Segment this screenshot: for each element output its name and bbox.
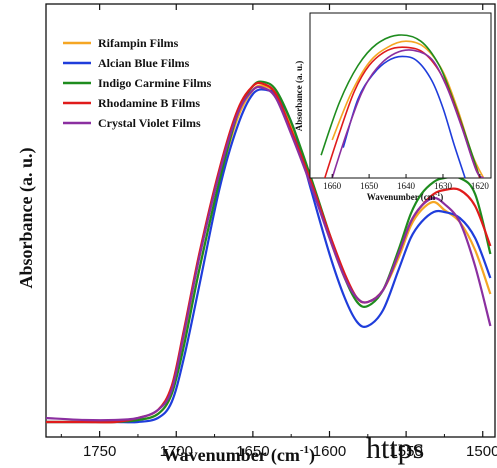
x-tick-label: 1600 xyxy=(313,443,346,460)
inset-x-tick-label: 1640 xyxy=(397,181,416,191)
x-axis-title-superscript: -1 xyxy=(300,444,309,456)
inset-x-axis-ticks: 1660 1650 1640 1630 1620 xyxy=(323,174,489,191)
legend-label-indigo-carmine-films: Indigo Carmine Films xyxy=(98,76,212,90)
main-curves xyxy=(46,80,492,424)
x-axis-title-close: ) xyxy=(309,445,315,466)
inset-curves xyxy=(320,34,485,178)
x-tick-label: 1700 xyxy=(160,443,193,460)
x-axis-ticks: 1750 1700 1650 1600 1550 1500 xyxy=(60,4,497,460)
series-line-indigo-carmine-films xyxy=(46,80,492,424)
x-tick-label: 1500 xyxy=(466,443,497,460)
inset-x-axis-title-close: ) xyxy=(440,192,443,202)
y-axis-title: Absorbance (a. u.) xyxy=(16,147,37,288)
legend-label-alcian-blue-films: Alcian Blue Films xyxy=(98,56,190,70)
inset-x-tick-label: 1660 xyxy=(323,181,342,191)
legend-label-rifampin-films: Rifampin Films xyxy=(98,36,179,50)
series-line-crystal-violet-films xyxy=(46,85,492,422)
inset-x-axis-title-main: Wavenumber (cm xyxy=(367,192,436,202)
x-tick-label: 1750 xyxy=(83,443,116,460)
plot-frame xyxy=(45,3,496,438)
inset-frame xyxy=(309,12,492,179)
x-axis-title-main: Wavenumber (cm xyxy=(163,445,300,466)
inset-y-axis-title: Absorbance (a. u.) xyxy=(294,61,304,132)
inset-chart: 1660 1650 1640 1630 1620 Absorbance (a. u.) … xyxy=(294,12,492,202)
x-tick-label: 1650 xyxy=(236,443,269,460)
inset-x-tick-label: 1630 xyxy=(434,181,453,191)
inset-x-axis-title-superscript: -1 xyxy=(435,192,440,198)
inset-x-tick-label: 1620 xyxy=(471,181,490,191)
legend-label-crystal-violet-films: Crystal Violet Films xyxy=(98,116,201,130)
x-tick-label: 1550 xyxy=(389,443,422,460)
overflow-url-text: https xyxy=(366,432,425,465)
legend: Rifampin Films Alcian Blue Films Indigo Ca… xyxy=(63,36,212,130)
inset-x-axis-title: Wavenumber (cm-1) xyxy=(367,192,444,202)
x-axis-title: Wavenumber (cm-1) xyxy=(163,444,315,466)
inset-series-line-crystal-violet-films xyxy=(331,49,485,178)
legend-label-rhodamine-b-films: Rhodamine B Films xyxy=(98,96,200,110)
inset-x-tick-label: 1650 xyxy=(360,181,379,191)
